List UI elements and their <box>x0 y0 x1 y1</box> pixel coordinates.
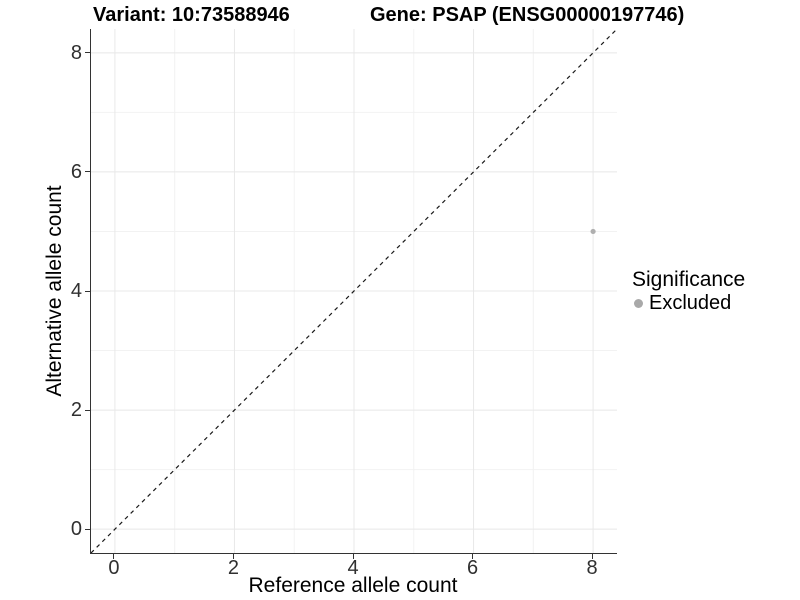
plot-panel <box>90 29 617 554</box>
plot-canvas <box>91 29 617 553</box>
legend-item-label: Excluded <box>649 292 732 314</box>
y-axis-title: Alternative allele count <box>43 185 66 397</box>
y-axis-tick <box>85 528 90 530</box>
variant-title: Variant: 10:73588946 <box>93 4 290 26</box>
x-axis-tick <box>232 554 234 559</box>
y-axis-tick <box>85 409 90 411</box>
x-axis-tick-label: 2 <box>227 557 240 579</box>
y-axis-tick <box>85 290 90 292</box>
identity-reference-line <box>91 29 617 553</box>
x-axis-tick <box>352 554 354 559</box>
x-axis-tick <box>591 554 593 559</box>
legend-title: Significance <box>632 268 746 291</box>
y-axis-tick <box>85 171 90 173</box>
x-axis-tick-label: 0 <box>108 557 120 579</box>
x-axis-title: Reference allele count <box>248 574 458 597</box>
y-axis-tick-label: 6 <box>70 160 82 183</box>
excluded-point-icon <box>634 298 643 308</box>
y-axis-tick-label: 8 <box>70 41 82 64</box>
x-axis-tick-label: 4 <box>347 557 359 579</box>
data-point-excluded <box>590 228 596 235</box>
y-axis-tick-label: 0 <box>70 518 82 541</box>
x-axis-tick-label: 6 <box>466 557 479 579</box>
gene-title: Gene: PSAP (ENSG00000197746) <box>370 4 685 26</box>
legend: Significance Excluded <box>632 268 745 314</box>
x-axis-tick <box>472 554 474 559</box>
y-axis-tick-label: 4 <box>70 280 82 302</box>
legend-item-excluded: Excluded <box>632 292 745 314</box>
y-axis-tick <box>85 52 90 54</box>
x-axis-tick-label: 8 <box>586 557 598 579</box>
y-axis-tick-label: 2 <box>70 399 82 422</box>
x-axis-tick <box>113 554 115 559</box>
